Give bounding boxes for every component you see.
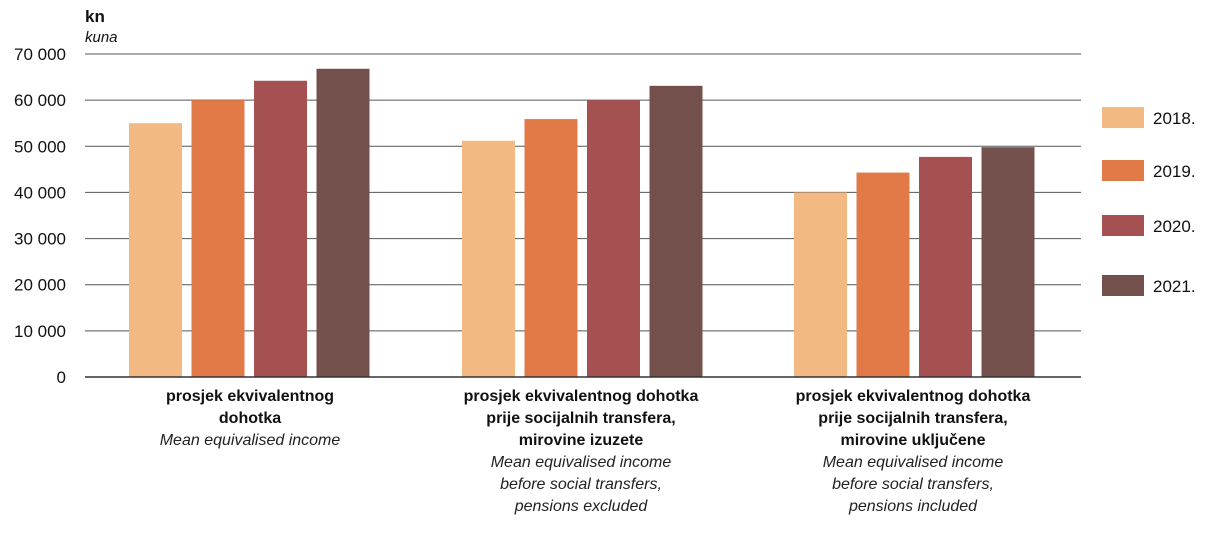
y-tick-label: 40 000 bbox=[14, 183, 66, 202]
legend-label: 2020. bbox=[1153, 217, 1196, 236]
category-label: mirovine uključene bbox=[841, 432, 986, 449]
legend-label: 2018. bbox=[1153, 109, 1196, 128]
y-tick-label: 10 000 bbox=[14, 322, 66, 341]
category-labels: prosjek ekvivalentnog dohotka Mean equival… bbox=[160, 388, 1031, 515]
category-label: dohotka bbox=[219, 410, 281, 427]
bar-2020-cat2 bbox=[587, 100, 640, 378]
legend-label: 2021. bbox=[1153, 277, 1196, 296]
category-label: prosjek ekvivalentnog dohotka bbox=[796, 388, 1031, 405]
bar-2019-cat1 bbox=[191, 100, 245, 378]
category-label: prije socijalnih transfera, bbox=[818, 410, 1007, 427]
bar-2021-cat2 bbox=[649, 85, 703, 378]
category-label: prije socijalnih transfera, bbox=[486, 410, 675, 427]
bar-2021-cat3 bbox=[981, 147, 1035, 377]
category-sublabel: pensions excluded bbox=[514, 498, 649, 515]
bar-2018-cat3 bbox=[794, 192, 847, 377]
category-label: mirovine izuzete bbox=[519, 432, 644, 449]
legend: 2018. 2019. 2020. 2021. bbox=[1102, 107, 1196, 296]
legend-swatch bbox=[1102, 160, 1144, 181]
category-label: prosjek ekvivalentnog dohotka bbox=[464, 388, 699, 405]
category-sublabel: Mean equivalised income bbox=[160, 432, 341, 449]
y-tick-label: 20 000 bbox=[14, 276, 66, 295]
unit-sublabel: kuna bbox=[85, 29, 118, 46]
legend-swatch bbox=[1102, 215, 1144, 236]
category-sublabel: Mean equivalised income bbox=[823, 454, 1004, 471]
y-tick-label: 0 bbox=[57, 368, 66, 387]
bar-2018-cat2 bbox=[462, 140, 515, 377]
gridlines bbox=[85, 53, 1081, 332]
bar-2019-cat3 bbox=[856, 172, 910, 377]
y-tick-label: 50 000 bbox=[14, 137, 66, 156]
bar-2021-cat1 bbox=[316, 68, 370, 377]
legend-swatch bbox=[1102, 275, 1144, 296]
bar-2018-cat1 bbox=[129, 123, 182, 377]
unit-label: kn bbox=[85, 7, 105, 26]
bar-2020-cat3 bbox=[919, 156, 972, 377]
bars bbox=[129, 68, 1035, 378]
y-axis-ticks: 0 10 000 20 000 30 000 40 000 50 000 60 000 70 … bbox=[14, 45, 66, 387]
bar-2020-cat1 bbox=[254, 80, 307, 378]
category-label: prosjek ekvivalentnog bbox=[166, 388, 334, 405]
y-tick-label: 60 000 bbox=[14, 91, 66, 110]
y-tick-label: 30 000 bbox=[14, 230, 66, 249]
legend-label: 2019. bbox=[1153, 162, 1196, 181]
category-sublabel: Mean equivalised income bbox=[491, 454, 672, 471]
category-sublabel: pensions included bbox=[848, 498, 978, 515]
y-tick-label: 70 000 bbox=[14, 45, 66, 64]
bar-2019-cat2 bbox=[524, 119, 578, 377]
category-sublabel: before social transfers, bbox=[832, 476, 994, 493]
legend-swatch bbox=[1102, 107, 1144, 128]
category-sublabel: before social transfers, bbox=[500, 476, 662, 493]
